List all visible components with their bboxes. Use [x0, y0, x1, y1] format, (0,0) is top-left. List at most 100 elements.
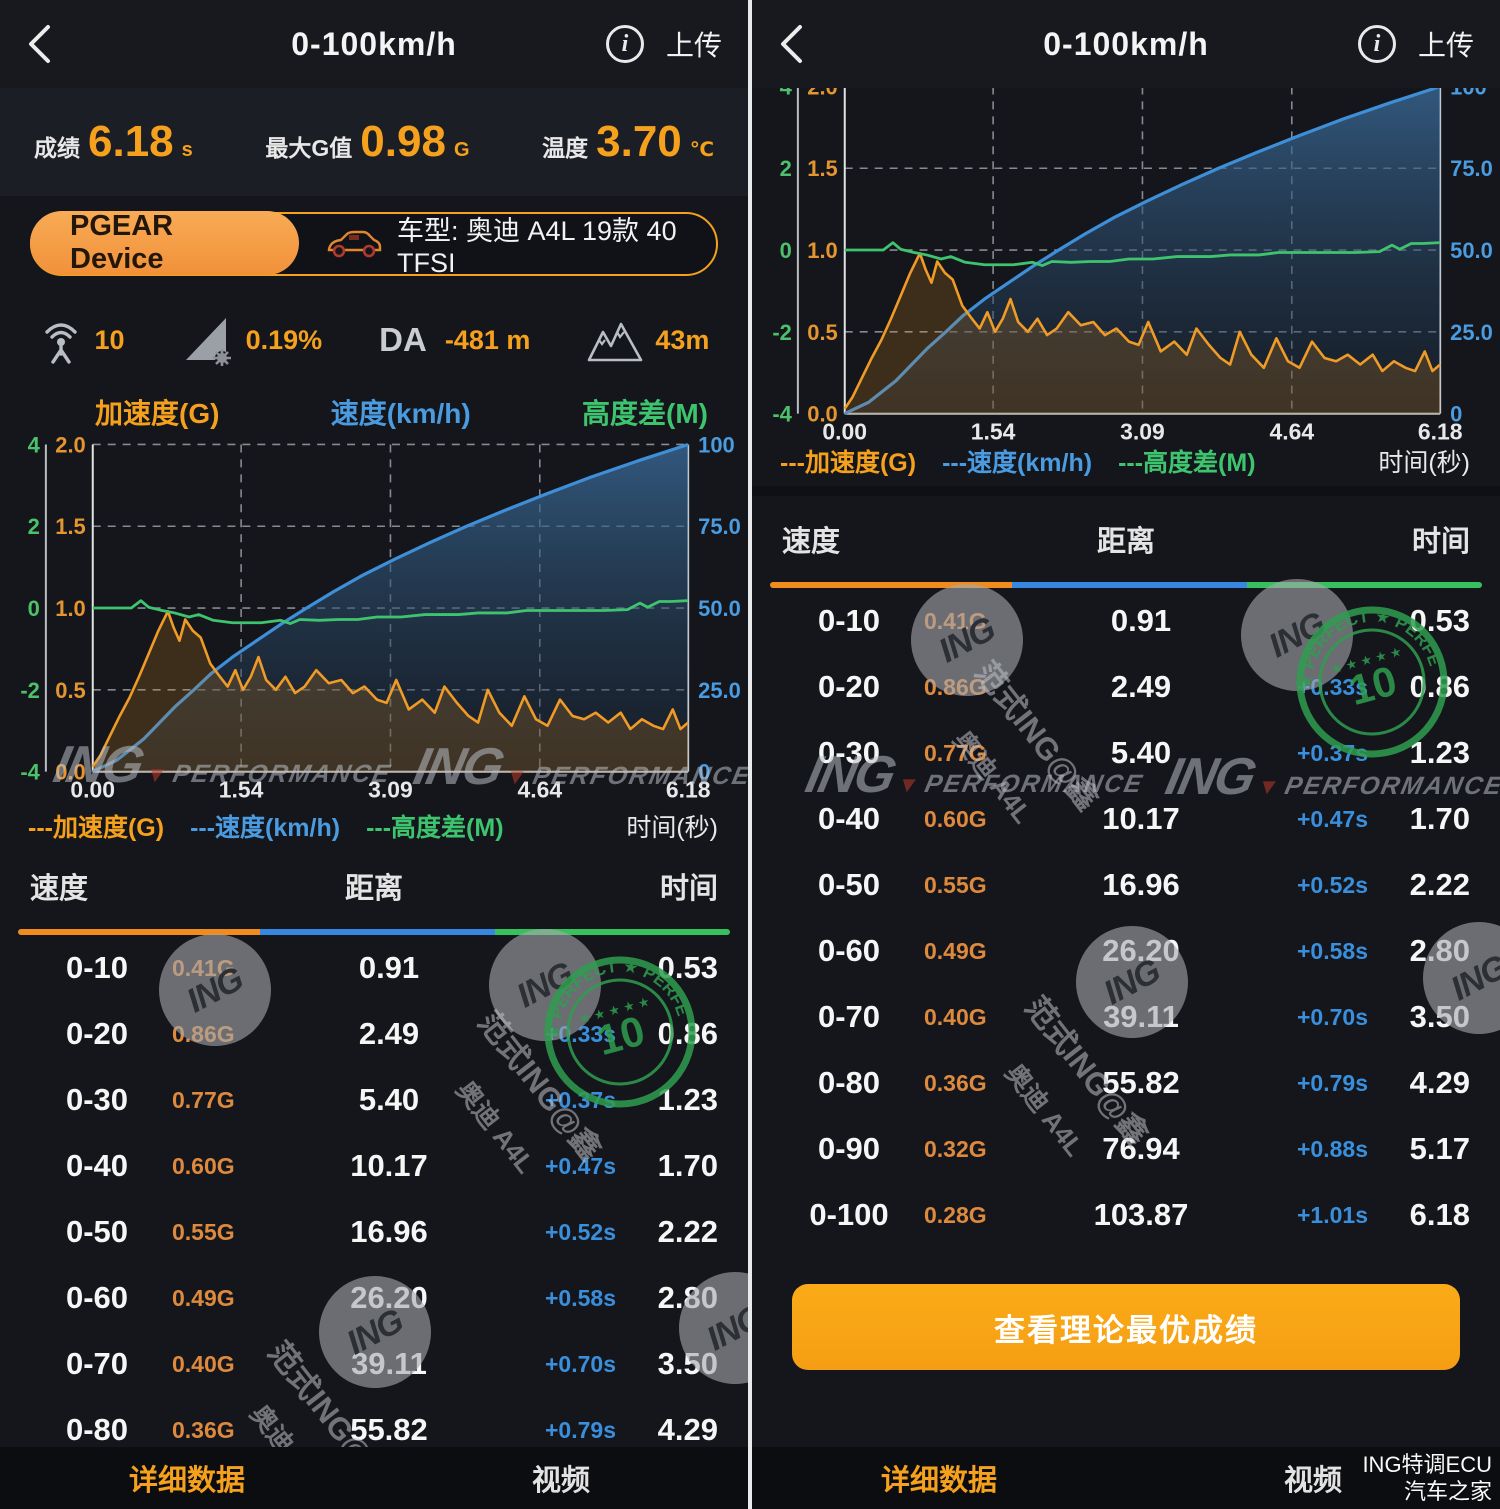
g-value: 0.77G: [172, 1086, 235, 1113]
info-icon[interactable]: i: [605, 25, 644, 63]
line-chart: 42.010021.575.001.050.0-20.525.0-40.000.…: [772, 88, 1493, 444]
panel-right: 0-100km/h i 上传 4 2.0 100 2 1.5 75.0 0 1.0 50.0 -2…: [752, 0, 1500, 1509]
g-value: 0.41G: [172, 954, 235, 981]
tab-video[interactable]: 视频: [1283, 1465, 1342, 1497]
panel-left: 0-100km/h i 上传 成绩 6.18 s 最大G值 0.98 G 温度 …: [0, 0, 748, 1509]
g-value: 0.32G: [924, 1135, 987, 1162]
table-row: 0-70 0.40G 39.11 +0.70s 3.50: [752, 984, 1500, 1050]
distance-value: 2.49: [1110, 669, 1172, 704]
altitude-value: 43m: [655, 324, 710, 355]
svg-text:3.09: 3.09: [368, 777, 413, 803]
stat-unit: s: [181, 139, 193, 161]
svg-text:1.54: 1.54: [219, 777, 264, 803]
svg-text:75.0: 75.0: [1450, 156, 1493, 181]
results-table: 速度 距离 时间 0-10 0.41G 0.91 0.53 0-20 0.86G 2.49 +…: [0, 843, 748, 1448]
table-row: 0-100 0.28G 103.87 +1.01s 6.18: [752, 1182, 1500, 1248]
table-header: 速度 距离 时间: [0, 843, 748, 929]
table-row: 0-60 0.49G 26.20 +0.58s 2.80: [0, 1265, 748, 1331]
section-divider: [752, 486, 1500, 496]
table-row: 0-30 0.77G 5.40 +0.37s 1.23: [0, 1067, 748, 1133]
time-value: 0.86: [657, 1016, 718, 1051]
info-icon[interactable]: i: [1357, 25, 1396, 63]
back-button[interactable]: [26, 24, 66, 64]
col-distance: 距离: [344, 873, 403, 905]
device-car-selector[interactable]: PGEAR Device 车型: 奥迪 A4L 19款 40 TFSI: [30, 210, 718, 278]
col-speed: 速度: [782, 526, 841, 558]
tab-video[interactable]: 视频: [531, 1465, 590, 1497]
svg-text:100: 100: [698, 432, 735, 457]
chart-legend: ---加速度(G) ---速度(km/h) ---高度差(M) 时间(秒): [752, 444, 1500, 478]
time-value: 2.22: [1409, 867, 1470, 902]
speed-range: 0-20: [65, 1016, 129, 1051]
antenna-icon: [44, 323, 77, 364]
table-row: 0-20 0.86G 2.49 +0.33s 0.86: [752, 654, 1500, 720]
time-value: 5.17: [1409, 1131, 1470, 1166]
upload-button[interactable]: 上传: [665, 30, 722, 61]
svg-text:2: 2: [28, 514, 40, 539]
svg-text:-2: -2: [20, 678, 40, 703]
bottom-tab-bar: 详细数据 视频: [752, 1447, 1500, 1509]
col-time: 时间: [1411, 526, 1470, 558]
time-value: 2.22: [657, 1214, 718, 1249]
tab-detail-data[interactable]: 详细数据: [880, 1465, 997, 1497]
speed-range: 0-40: [65, 1148, 129, 1183]
delta-time: +0.37s: [545, 1086, 616, 1113]
device-pill[interactable]: PGEAR Device: [30, 210, 299, 275]
speed-title: 速度(km/h): [330, 398, 471, 429]
tricolor-underline: [770, 582, 1482, 588]
svg-text:2.0: 2.0: [807, 88, 838, 99]
accel-title: 加速度(G): [95, 398, 220, 429]
tab-detail-data[interactable]: 详细数据: [128, 1465, 245, 1497]
delta-time: +0.33s: [545, 1020, 616, 1047]
time-value: 0.53: [657, 950, 718, 985]
svg-text:2.0: 2.0: [55, 432, 86, 457]
distance-value: 16.96: [1102, 867, 1180, 902]
x-axis-label: 时间(秒): [1378, 449, 1470, 477]
svg-text:0.00: 0.00: [70, 777, 115, 803]
legend-accel: ---加速度(G): [28, 814, 165, 842]
page-title: 0-100km/h: [291, 25, 457, 62]
distance-value: 39.11: [351, 1346, 427, 1381]
distance-value: 10.17: [1102, 801, 1180, 836]
sensor-row: 10 0.19% DA -481 m 43m: [10, 302, 738, 378]
svg-text:4.64: 4.64: [1269, 419, 1314, 444]
delta-time: +0.58s: [545, 1284, 616, 1311]
g-value: 0.55G: [172, 1218, 235, 1245]
svg-text:2: 2: [780, 156, 792, 181]
da-value: -481 m: [444, 324, 531, 355]
delta-time: +0.79s: [1297, 1069, 1368, 1096]
speed-range: 0-50: [65, 1214, 129, 1249]
delta-time: +0.88s: [1297, 1135, 1368, 1162]
chart-left: 4 2.0 100 2 1.5 75.0 0 1.0 50.0 -2 0.5 25.0 -4 0.0 0 0.…: [0, 432, 748, 843]
stat-max-g: 最大G值 0.98 G: [265, 117, 469, 167]
distance-value: 5.40: [1110, 735, 1172, 770]
upload-button[interactable]: 上传: [1417, 30, 1474, 61]
time-value: 6.18: [1409, 1197, 1470, 1232]
stat-score: 成绩 6.18 s: [34, 117, 193, 167]
table-row: 0-20 0.86G 2.49 +0.33s 0.86: [0, 1001, 748, 1067]
table-row: 0-40 0.60G 10.17 +0.47s 1.70: [752, 786, 1500, 852]
delta-time: +0.70s: [545, 1350, 616, 1377]
svg-text:0: 0: [1450, 402, 1462, 427]
signal-value: 10: [94, 324, 125, 355]
speed-range: 0-30: [817, 735, 881, 770]
svg-text:25.0: 25.0: [698, 678, 741, 703]
results-table: 速度 距离 时间 0-10 0.41G 0.91 0.53 0-20 0.86G 2.49 +…: [752, 496, 1500, 1248]
sensor-slope: 0.19%: [182, 314, 322, 366]
back-button[interactable]: [778, 24, 818, 64]
svg-text:6.18: 6.18: [666, 777, 711, 803]
svg-text:50.0: 50.0: [698, 596, 741, 621]
distance-value: 26.20: [350, 1280, 428, 1315]
car-model-label: 车型: 奥迪 A4L 19款 40 TFSI: [396, 216, 677, 278]
delta-time: +0.47s: [1297, 805, 1368, 832]
svg-text:-4: -4: [20, 760, 40, 785]
stat-label: 温度: [542, 135, 589, 161]
time-value: 1.23: [657, 1082, 718, 1117]
speed-range: 0-80: [817, 1065, 881, 1100]
delta-time: +0.33s: [1297, 673, 1368, 700]
distance-value: 16.96: [350, 1214, 428, 1249]
view-theoretical-best-button[interactable]: 查看理论最优成绩: [792, 1284, 1460, 1370]
svg-text:1.5: 1.5: [55, 514, 86, 539]
svg-text:1.54: 1.54: [971, 419, 1016, 444]
